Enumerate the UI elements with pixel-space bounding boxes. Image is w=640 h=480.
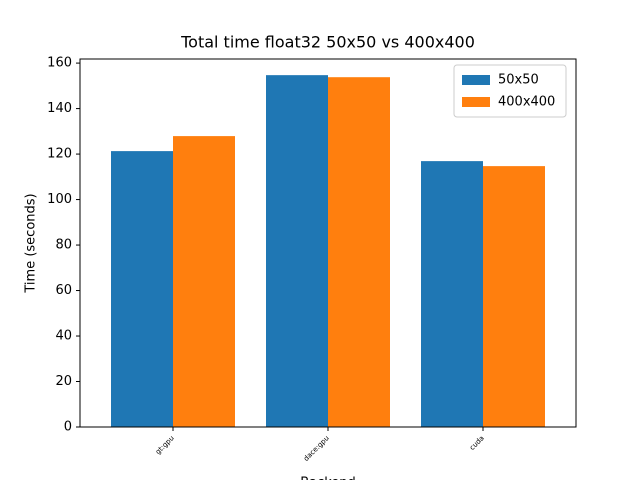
legend-swatch	[462, 97, 490, 107]
bar	[173, 136, 235, 427]
bar	[421, 161, 483, 427]
bar	[328, 77, 390, 427]
y-tick-label: 80	[55, 238, 72, 253]
chart-title: Total time float32 50x50 vs 400x400	[180, 33, 475, 52]
x-tick-label: cuda	[468, 434, 486, 452]
plot-frame	[79, 58, 577, 428]
x-axis-label: Backend	[300, 476, 356, 480]
x-tick-label: gt:gpu	[154, 434, 176, 456]
legend-label: 50x50	[498, 73, 539, 88]
y-tick-label: 20	[55, 374, 72, 389]
y-tick-label: 140	[47, 101, 72, 116]
bar	[483, 166, 545, 427]
y-tick-label: 40	[55, 329, 72, 344]
y-tick-label: 160	[47, 56, 72, 71]
bar	[266, 75, 328, 428]
legend-swatch	[462, 75, 490, 85]
legend-label: 400x400	[498, 95, 555, 110]
y-axis-label: Time (seconds)	[24, 193, 39, 293]
x-tick-label: dace:gpu	[302, 434, 331, 463]
y-tick-label: 0	[64, 420, 72, 435]
bar	[111, 151, 173, 428]
y-tick-label: 100	[47, 192, 72, 207]
y-tick-label: 120	[47, 147, 72, 162]
y-tick-label: 60	[55, 283, 72, 298]
